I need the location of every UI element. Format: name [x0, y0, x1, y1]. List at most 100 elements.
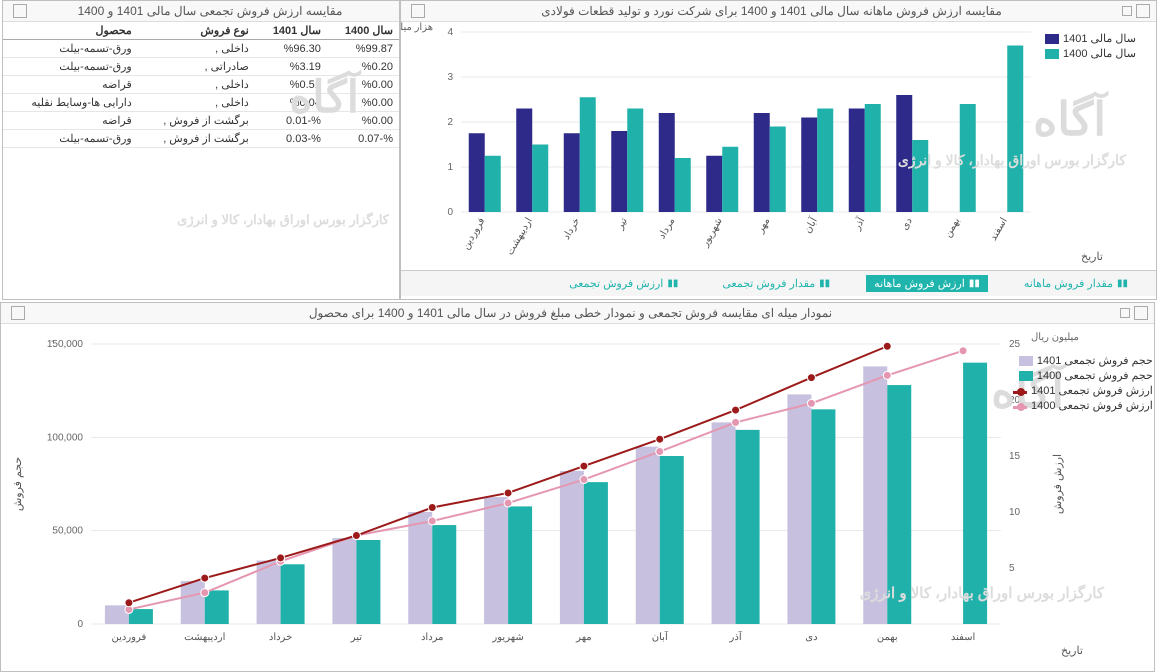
svg-text:هزار میلیارد ریال: هزار میلیارد ریال [401, 22, 433, 33]
tab-مقدار-فروش-ماهانه[interactable]: ▮▮مقدار فروش ماهانه [1016, 275, 1136, 292]
svg-text:بهمن: بهمن [942, 216, 962, 240]
svg-text:100,000: 100,000 [47, 432, 84, 443]
bar-chart: آگاه کارگزار بورس اوراق بهادار، کالا و ا… [401, 22, 1156, 270]
panel-action-icon[interactable] [1120, 308, 1130, 318]
table-panel-titlebar: مقایسه ارزش فروش تجمعی سال مالی 1401 و 1… [3, 1, 399, 22]
svg-text:4: 4 [447, 27, 453, 38]
svg-text:مهر: مهر [755, 216, 773, 236]
combo-chart-legend: حجم فروش تجمعی 1401حجم فروش تجمعی 1400ار… [1013, 354, 1153, 414]
svg-text:آبان: آبان [801, 214, 821, 235]
table-cell: %-0.07 [327, 130, 399, 148]
chart-icon: ▮▮ [667, 278, 678, 289]
table-cell: قراضه [3, 112, 138, 130]
bar-panel-title: مقایسه ارزش فروش ماهانه سال مالی 1401 و … [425, 4, 1118, 18]
svg-text:2: 2 [447, 117, 453, 128]
svg-text:10: 10 [1009, 507, 1021, 518]
table-cell: داخلی , [138, 94, 255, 112]
table-row: %0.00%0.51داخلی ,قراضه [3, 76, 399, 94]
svg-text:فروردین: فروردین [112, 632, 147, 643]
table-cell: %96.30 [255, 40, 327, 58]
svg-text:دی: دی [899, 216, 915, 232]
svg-text:1: 1 [447, 162, 453, 173]
table-cell: برگشت از فروش , [138, 112, 255, 130]
bar-chart-panel: مقایسه ارزش فروش ماهانه سال مالی 1401 و … [400, 0, 1157, 300]
chart-tabs: ▮▮مقدار فروش ماهانه ▮▮ارزش فروش ماهانه ▮▮م… [401, 270, 1156, 296]
table-cell: داخلی , [138, 40, 255, 58]
combo-chart-panel: نمودار میله ای مقایسه فروش تجمعی و نمودا… [0, 302, 1155, 672]
svg-text:50,000: 50,000 [52, 526, 83, 537]
panel-action-icon[interactable] [1136, 4, 1150, 18]
table-cell: دارایی ها-وسایط نقلیه [3, 94, 138, 112]
table-panel: مقایسه ارزش فروش تجمعی سال مالی 1401 و 1… [2, 0, 400, 300]
table-row: %-0.07%-0.03برگشت از فروش ,ورق-تسمه-بیلت [3, 130, 399, 148]
svg-text:خرداد: خرداد [269, 632, 292, 643]
table-cell: %0.20 [327, 58, 399, 76]
table-cell: ورق-تسمه-بیلت [3, 130, 138, 148]
chart-icon: ▮▮ [969, 278, 980, 289]
svg-text:میلیون ریال: میلیون ریال [1031, 332, 1079, 343]
comparison-table: سال 1400سال 1401نوع فروشمحصول%99.87%96.3… [3, 22, 399, 148]
table-cell: %-0.01 [255, 112, 327, 130]
table-cell: %0.04 [255, 94, 327, 112]
chart-icon: ▮▮ [1117, 278, 1128, 289]
svg-text:شهریور: شهریور [699, 216, 725, 249]
svg-text:تیر: تیر [350, 632, 363, 643]
table-cell: %-0.03 [255, 130, 327, 148]
svg-text:15: 15 [1009, 451, 1021, 462]
table-cell: %0.00 [327, 76, 399, 94]
tab-ارزش-فروش-تجمعی[interactable]: ▮▮ارزش فروش تجمعی [561, 275, 686, 292]
table-header: نوع فروش [138, 22, 255, 40]
table-row: %99.87%96.30داخلی ,ورق-تسمه-بیلت [3, 40, 399, 58]
svg-text:تاریخ: تاریخ [1061, 645, 1083, 657]
tab-مقدار-فروش-تجمعی[interactable]: ▮▮مقدار فروش تجمعی [714, 275, 838, 292]
svg-text:آذر: آذر [729, 630, 743, 643]
maximize-icon[interactable] [411, 4, 425, 18]
svg-text:0: 0 [77, 619, 83, 630]
svg-text:مرداد: مرداد [657, 216, 678, 241]
table-header: سال 1401 [255, 22, 327, 40]
combo-panel-titlebar: نمودار میله ای مقایسه فروش تجمعی و نمودا… [1, 303, 1154, 324]
chart-icon: ▮▮ [819, 278, 830, 289]
table-panel-title: مقایسه ارزش فروش تجمعی سال مالی 1401 و 1… [27, 4, 393, 18]
table-row: %0.20%3.19صادراتی ,ورق-تسمه-بیلت [3, 58, 399, 76]
svg-text:اسفند: اسفند [988, 216, 1010, 243]
svg-text:آبان: آبان [652, 630, 669, 643]
bar-panel-titlebar: مقایسه ارزش فروش ماهانه سال مالی 1401 و … [401, 1, 1156, 22]
svg-text:0: 0 [447, 207, 453, 218]
table-cell: %99.87 [327, 40, 399, 58]
svg-text:بهمن: بهمن [877, 632, 898, 643]
watermark-text: کارگزار بورس اوراق بهادار، کالا و انرژی [177, 212, 389, 228]
svg-text:آذر: آذر [850, 214, 868, 233]
table-cell: ورق-تسمه-بیلت [3, 40, 138, 58]
svg-text:مرداد: مرداد [421, 632, 444, 643]
svg-text:اسفند: اسفند [951, 632, 975, 643]
svg-text:-: - [51, 336, 54, 347]
svg-text:3: 3 [447, 72, 453, 83]
panel-action-icon[interactable] [1122, 6, 1132, 16]
table-header: سال 1400 [327, 22, 399, 40]
panel-action-icon[interactable] [1134, 306, 1148, 320]
svg-text:25: 25 [1009, 339, 1021, 350]
svg-text:دی: دی [805, 632, 817, 643]
table-cell: قراضه [3, 76, 138, 94]
table-cell: %0.00 [327, 112, 399, 130]
table-row: %0.00%0.04داخلی ,دارایی ها-وسایط نقلیه [3, 94, 399, 112]
bar-chart-legend: سال مالی 1401سال مالی 1400 [1045, 32, 1136, 62]
table-cell: %3.19 [255, 58, 327, 76]
svg-text:فروردین: فروردین [460, 216, 487, 252]
svg-text:خرداد: خرداد [561, 216, 582, 242]
table-cell: ورق-تسمه-بیلت [3, 58, 138, 76]
tab-ارزش-فروش-ماهانه[interactable]: ▮▮ارزش فروش ماهانه [866, 275, 988, 292]
svg-text:ارزش فروش: ارزش فروش [1052, 454, 1064, 514]
table-cell: %0.00 [327, 94, 399, 112]
svg-text:حجم فروش: حجم فروش [12, 457, 24, 511]
svg-text:مهر: مهر [575, 632, 591, 643]
maximize-icon[interactable] [11, 306, 25, 320]
svg-text:اردیبهشت: اردیبهشت [505, 216, 535, 257]
svg-text:5: 5 [1009, 563, 1015, 574]
table-cell: برگشت از فروش , [138, 130, 255, 148]
table-cell: صادراتی , [138, 58, 255, 76]
svg-text:تیر: تیر [614, 216, 630, 232]
svg-text:اردیبهشت: اردیبهشت [184, 632, 225, 643]
maximize-icon[interactable] [13, 4, 27, 18]
